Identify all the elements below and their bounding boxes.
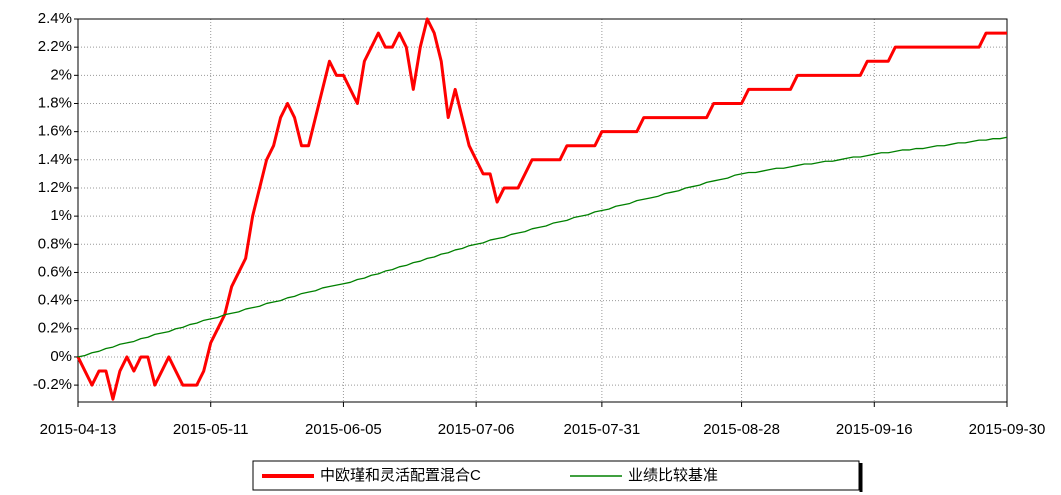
y-tick-label: 0.4% <box>38 292 72 309</box>
y-tick-label: 0.8% <box>38 235 72 252</box>
y-tick-label: 0.6% <box>38 263 72 280</box>
series-line <box>77 136 1008 358</box>
y-tick-label: 1.4% <box>38 151 72 168</box>
y-tick-label: 2.4% <box>38 10 72 27</box>
plot-frame <box>77 18 1008 403</box>
y-tick-label: 1.6% <box>38 123 72 140</box>
x-tick-label: 2015-04-13 <box>40 421 117 438</box>
series-line <box>76 17 1007 401</box>
x-tick-label: 2015-09-16 <box>836 421 913 438</box>
y-tick-label: 0% <box>50 348 72 365</box>
legend-box <box>252 460 860 491</box>
y-tick-label: 1.2% <box>38 179 72 196</box>
legend-label: 业绩比较基准 <box>628 466 718 484</box>
y-tick-label: 2.2% <box>38 38 72 55</box>
x-tick-label: 2015-07-31 <box>564 421 641 438</box>
x-tick-label: 2015-08-28 <box>703 421 780 438</box>
y-tick-label: 2% <box>50 66 72 83</box>
x-tick-label: 2015-06-05 <box>305 421 382 438</box>
y-tick-label: 0.2% <box>38 320 72 337</box>
y-tick-label: -0.2% <box>33 376 72 393</box>
y-tick-label: 1% <box>50 207 72 224</box>
x-tick-label: 2015-07-06 <box>438 421 515 438</box>
y-tick-label: 1.8% <box>38 94 72 111</box>
x-tick-label: 2015-05-11 <box>173 421 249 438</box>
x-tick-label: 2015-09-30 <box>969 421 1046 438</box>
legend-label: 中欧瑾和灵活配置混合C <box>320 467 481 484</box>
